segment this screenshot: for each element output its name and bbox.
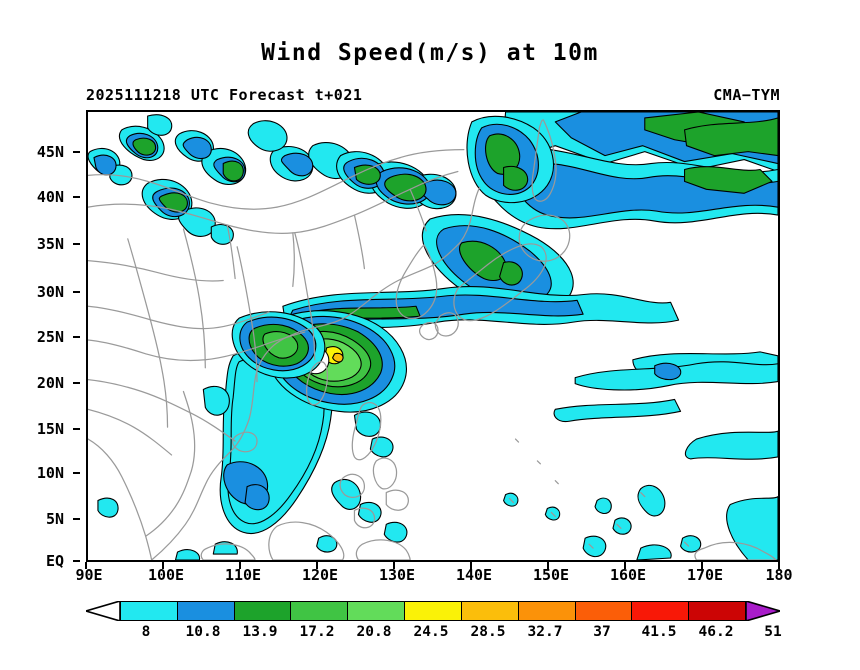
y-tick-mark	[73, 151, 80, 153]
y-tick-mark	[73, 560, 80, 562]
x-tick-mark	[624, 562, 626, 569]
y-tick-label: 10N	[36, 464, 64, 482]
colorbar-over-arrow	[746, 601, 780, 621]
colorbar-segment	[689, 602, 745, 620]
colorbar-tick-label: 24.5	[413, 624, 449, 640]
y-tick-label: 20N	[36, 374, 64, 392]
y-tick-label: 40N	[36, 188, 64, 206]
colorbar-segment	[234, 602, 292, 620]
colorbar-tick-label: 10.8	[185, 624, 221, 640]
y-tick-mark	[73, 336, 80, 338]
y-tick-mark	[73, 243, 80, 245]
y-tick-label: 35N	[36, 235, 64, 253]
x-tick-label: 90E	[75, 566, 103, 584]
colorbar-tick-label: 51	[764, 624, 782, 640]
y-tick-label: 30N	[36, 283, 64, 301]
y-tick-mark	[73, 196, 80, 198]
colorbar-segments	[120, 601, 746, 621]
x-tick-label: 130E	[378, 566, 416, 584]
y-tick-label: EQ	[45, 552, 64, 570]
y-tick-label: 25N	[36, 328, 64, 346]
x-tick-label: 160E	[609, 566, 647, 584]
colorbar-segment	[518, 602, 576, 620]
issuing-center-label: CMA−TYM	[713, 86, 780, 104]
colorbar-tick-label: 20.8	[356, 624, 392, 640]
y-tick-mark	[73, 382, 80, 384]
x-tick-mark	[547, 562, 549, 569]
colorbar-tick-label: 37	[593, 624, 611, 640]
colorbar-under-arrow	[83, 599, 121, 623]
coastline-overlay	[88, 119, 777, 560]
colorbar	[83, 599, 780, 623]
x-tick-label: 110E	[224, 566, 262, 584]
y-tick-mark	[73, 291, 80, 293]
colorbar-tick-label: 46.2	[698, 624, 734, 640]
colorbar-segment	[291, 602, 349, 620]
colorbar-tick-label: 32.7	[527, 624, 563, 640]
x-tick-label: 120E	[301, 566, 339, 584]
colorbar-segment	[348, 602, 406, 620]
x-tick-label: 100E	[147, 566, 185, 584]
y-tick-mark	[73, 518, 80, 520]
colorbar-segment	[632, 602, 690, 620]
x-tick-label: 150E	[532, 566, 570, 584]
map-canvas	[88, 112, 778, 560]
x-tick-mark	[393, 562, 395, 569]
y-tick-label: 45N	[36, 143, 64, 161]
x-tick-mark	[239, 562, 241, 569]
x-tick-mark	[316, 562, 318, 569]
y-tick-label: 5N	[45, 510, 64, 528]
colorbar-segment	[121, 602, 178, 620]
x-tick-mark	[701, 562, 703, 569]
forecast-stamp: 2025111218 UTC Forecast t+021	[86, 86, 363, 104]
wind-speed-map	[86, 110, 780, 562]
colorbar-segment	[405, 602, 462, 620]
colorbar-segment	[461, 602, 519, 620]
colorbar-segment	[575, 602, 633, 620]
x-tick-mark	[470, 562, 472, 569]
y-tick-mark	[73, 472, 80, 474]
colorbar-tick-label: 8	[141, 624, 151, 640]
colorbar-segment	[177, 602, 235, 620]
x-tick-mark	[778, 562, 780, 569]
y-tick-label: 15N	[36, 420, 64, 438]
x-tick-mark	[85, 562, 87, 569]
colorbar-tick-label: 28.5	[470, 624, 506, 640]
page-title: Wind Speed(m/s) at 10m	[261, 40, 599, 66]
wind-speed-filled-contours	[88, 112, 778, 560]
x-tick-label: 140E	[455, 566, 493, 584]
x-tick-label: 170E	[686, 566, 724, 584]
subheader: 2025111218 UTC Forecast t+021 CMA−TYM	[86, 86, 780, 106]
colorbar-tick-label: 17.2	[299, 624, 335, 640]
colorbar-tick-label: 13.9	[242, 624, 278, 640]
y-tick-mark	[73, 428, 80, 430]
colorbar-tick-label: 41.5	[641, 624, 677, 640]
x-tick-label: 180	[765, 566, 793, 584]
x-tick-mark	[162, 562, 164, 569]
